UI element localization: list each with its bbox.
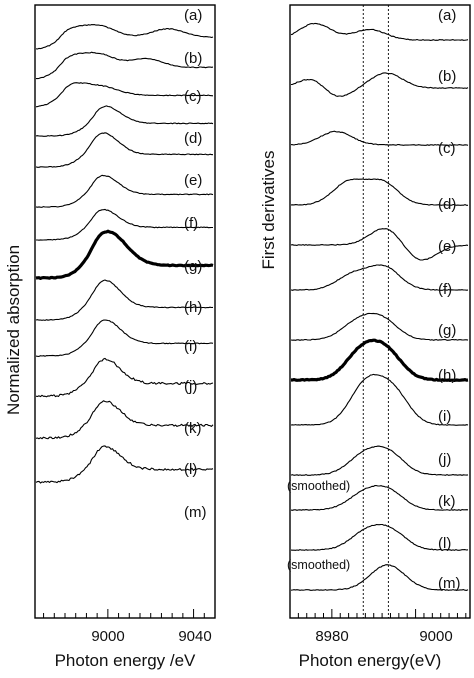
left-curves — [35, 24, 214, 484]
right-panel: (a)(b)(c)(d)(e)(f)(g)(h)(i)(j)(k)(l)(m) … — [259, 4, 471, 670]
curve-label-c: (c) — [438, 140, 456, 157]
curve-h — [290, 338, 469, 382]
curve-a — [290, 22, 469, 41]
curve-label-b: (b) — [438, 68, 456, 85]
right-plot-frame — [289, 4, 471, 619]
curve-a — [35, 24, 214, 50]
left-panel: (a)(b)(c)(d)(e)(f)(g)(h)(i)(j)(k)(l)(m) … — [4, 4, 216, 670]
curve-m — [290, 564, 469, 591]
curve-label-d: (d) — [184, 130, 202, 147]
annotation-smoothed-k: (smoothed) — [287, 479, 350, 493]
curve-i — [290, 373, 469, 426]
curve-m — [35, 445, 214, 484]
right-curve-labels: (a) (b) (c) (d) (e) (f) (g) (h) (i) (j) (k) (l) (m) — [438, 7, 461, 592]
curve-j — [290, 445, 469, 476]
curve-e — [290, 228, 469, 261]
curve-label-j: (j) — [438, 451, 451, 468]
left-y-axis-title: Normalized absorption — [4, 245, 23, 415]
curve-label-m: (m) — [438, 575, 461, 592]
curve-label-e: (e) — [438, 238, 456, 255]
curve-label-h: (h) — [184, 299, 202, 316]
right-x-tick-label-0: 8980 — [315, 628, 348, 645]
left-x-tick-label-1: 9040 — [178, 628, 211, 645]
curve-b — [36, 51, 214, 80]
right-reference-lines — [362, 5, 389, 618]
curve-label-f: (f) — [184, 215, 198, 232]
curve-label-m: (m) — [184, 504, 207, 521]
curve-label-l: (l) — [184, 461, 197, 478]
curve-label-i: (i) — [438, 408, 451, 425]
curve-label-h: (h) — [438, 367, 456, 384]
curve-label-i: (i) — [184, 338, 197, 355]
curve-f — [290, 264, 469, 291]
curve-i — [35, 279, 214, 321]
curve-label-e: (e) — [184, 172, 202, 189]
curve-g — [36, 208, 213, 241]
curve-l — [290, 523, 469, 551]
curve-l — [35, 400, 214, 440]
right-y-axis-title: First derivatives — [259, 150, 278, 269]
left-plot-frame — [34, 4, 216, 619]
curve-label-l: (l) — [438, 535, 451, 552]
right-x-tick-label-1: 9000 — [419, 628, 452, 645]
curve-f — [35, 174, 214, 208]
right-x-ticks — [289, 609, 467, 618]
annotation-smoothed-m: (smoothed) — [287, 558, 350, 572]
right-curves — [290, 22, 469, 591]
curve-label-k: (k) — [184, 420, 202, 437]
curve-c — [290, 130, 469, 146]
curve-label-g: (g) — [438, 322, 456, 339]
curve-label-a: (a) — [438, 7, 456, 24]
curve-d — [290, 178, 468, 206]
curve-label-j: (j) — [184, 378, 197, 395]
curve-k — [35, 357, 214, 398]
left-x-tick-label-0: 9000 — [91, 628, 124, 645]
curve-b — [290, 72, 469, 97]
curve-e — [35, 132, 214, 168]
curve-h — [35, 229, 214, 280]
right-x-axis-title: Photon energy(eV) — [299, 651, 442, 670]
left-x-axis-title: Photon energy /eV — [55, 651, 196, 670]
curve-d — [35, 105, 214, 137]
curve-c — [35, 82, 214, 108]
curve-label-k: (k) — [438, 493, 456, 510]
curve-label-f: (f) — [438, 281, 452, 298]
curve-j — [35, 319, 214, 357]
curve-label-a: (a) — [184, 7, 202, 24]
curve-k — [290, 484, 469, 511]
curve-g — [290, 312, 469, 341]
left-curve-labels: (a) (b) (c) (d) (e) (f) (g) (h) (i) (j) (k) (l) (m) — [184, 7, 207, 521]
curve-label-d: (d) — [438, 196, 456, 213]
curve-label-b: (b) — [184, 50, 202, 67]
left-x-ticks — [43, 609, 216, 618]
curve-label-c: (c) — [184, 88, 202, 105]
curve-label-g: (g) — [184, 258, 202, 275]
